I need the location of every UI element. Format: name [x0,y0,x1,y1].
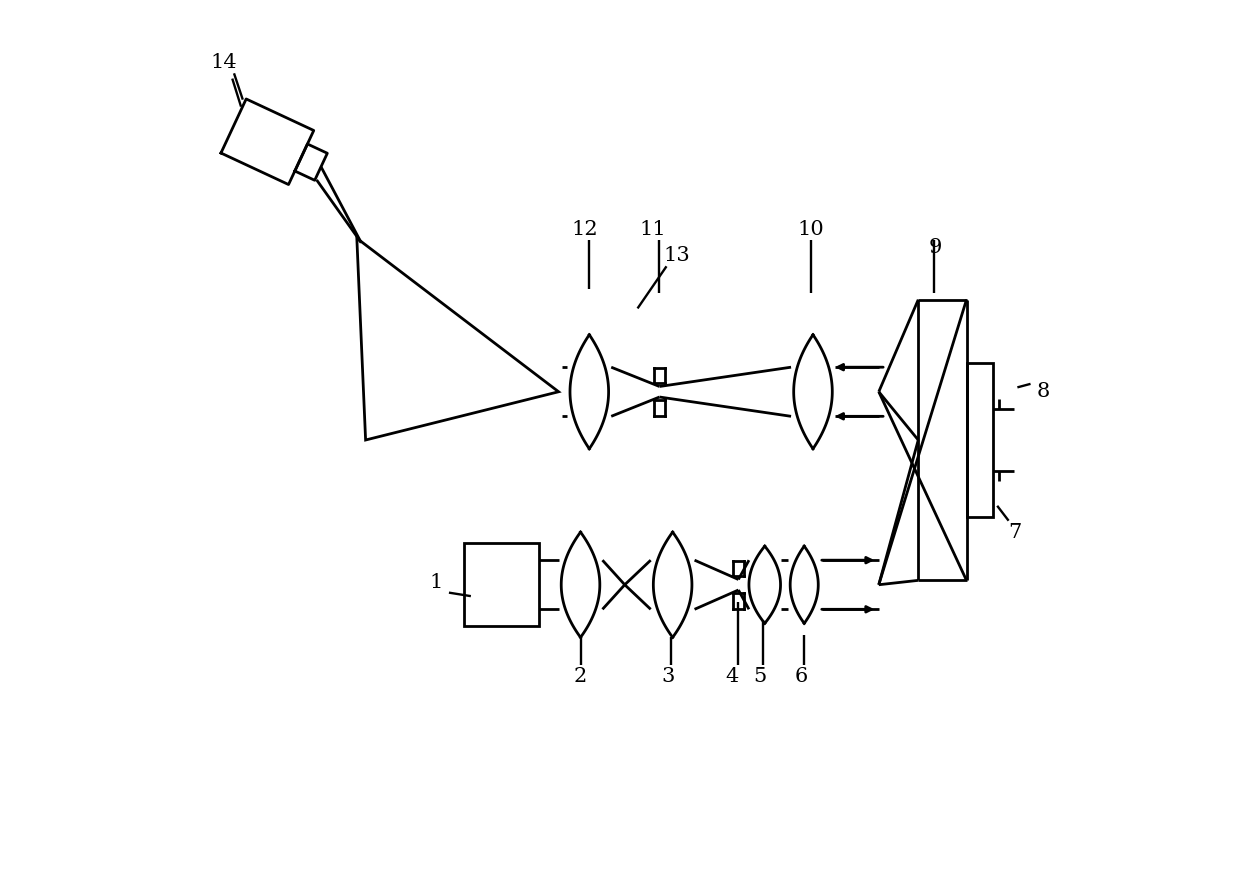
Bar [966,363,993,517]
Text: 8: 8 [1037,382,1049,401]
Text: 1: 1 [429,573,443,591]
Text: 10: 10 [797,220,825,239]
Text: 11: 11 [639,220,666,239]
Text: 4: 4 [725,667,739,686]
Text: 6: 6 [795,667,808,686]
Text: 5: 5 [754,667,768,686]
Text: 2: 2 [574,667,588,686]
Bar [464,543,539,627]
Text: 3: 3 [662,667,675,686]
Text: 7: 7 [1008,523,1022,541]
Text: 13: 13 [663,246,691,265]
Text: 14: 14 [211,54,237,72]
Text: 9: 9 [929,238,942,256]
Text: 12: 12 [572,220,598,239]
